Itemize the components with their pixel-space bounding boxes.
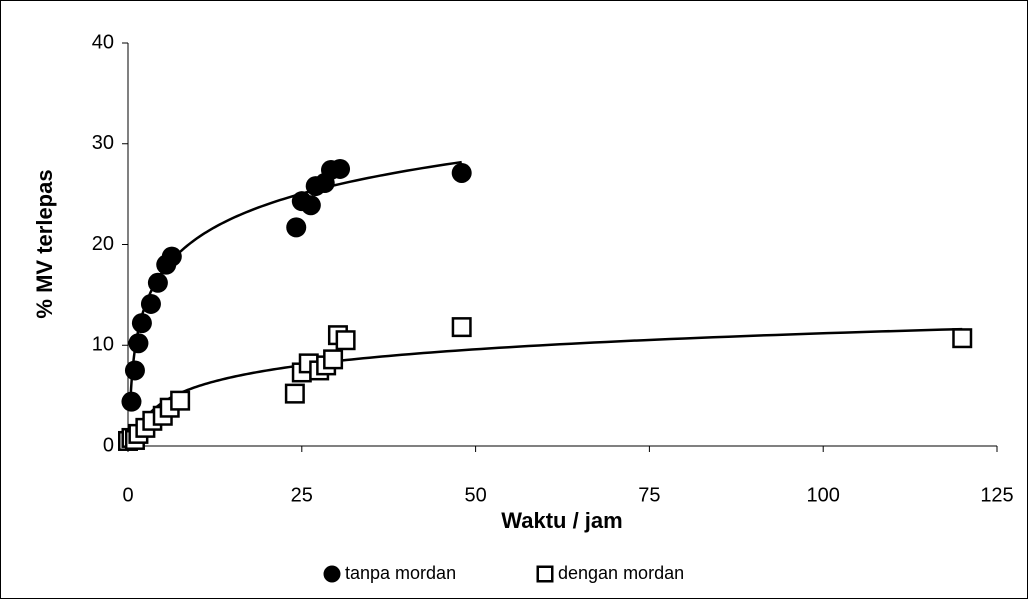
marker-circle bbox=[128, 333, 149, 354]
marker-circle bbox=[300, 195, 321, 216]
marker-circle bbox=[121, 391, 142, 412]
marker-square bbox=[335, 330, 356, 351]
legend-label: tanpa mordan bbox=[345, 563, 456, 583]
x-tick-label: 125 bbox=[980, 484, 1013, 506]
legend-label: dengan mordan bbox=[558, 563, 684, 583]
legend-marker bbox=[536, 565, 554, 583]
y-tick-label: 0 bbox=[103, 434, 114, 456]
marker-circle bbox=[286, 217, 307, 238]
marker-circle bbox=[140, 293, 161, 314]
x-tick-label: 75 bbox=[638, 484, 660, 506]
marker-circle bbox=[451, 162, 472, 183]
y-tick-label: 10 bbox=[92, 334, 114, 356]
x-axis-title: Waktu / jam bbox=[501, 508, 622, 533]
marker-circle bbox=[330, 158, 351, 179]
legend-marker bbox=[323, 565, 341, 583]
y-axis-title: % MV terlepas bbox=[32, 169, 57, 318]
marker-square bbox=[284, 383, 305, 404]
x-tick-label: 0 bbox=[122, 484, 133, 506]
y-tick-label: 40 bbox=[92, 31, 114, 53]
marker-circle bbox=[161, 246, 182, 267]
marker-circle bbox=[147, 272, 168, 293]
y-tick-label: 30 bbox=[92, 132, 114, 154]
marker-square bbox=[323, 349, 344, 370]
marker-square bbox=[451, 317, 472, 338]
x-tick-label: 50 bbox=[464, 484, 486, 506]
x-tick-label: 25 bbox=[291, 484, 313, 506]
marker-square bbox=[952, 328, 973, 349]
marker-circle bbox=[124, 360, 145, 381]
x-tick-label: 100 bbox=[807, 484, 840, 506]
y-tick-label: 20 bbox=[92, 233, 114, 255]
marker-square bbox=[170, 390, 191, 411]
marker-circle bbox=[131, 313, 152, 334]
